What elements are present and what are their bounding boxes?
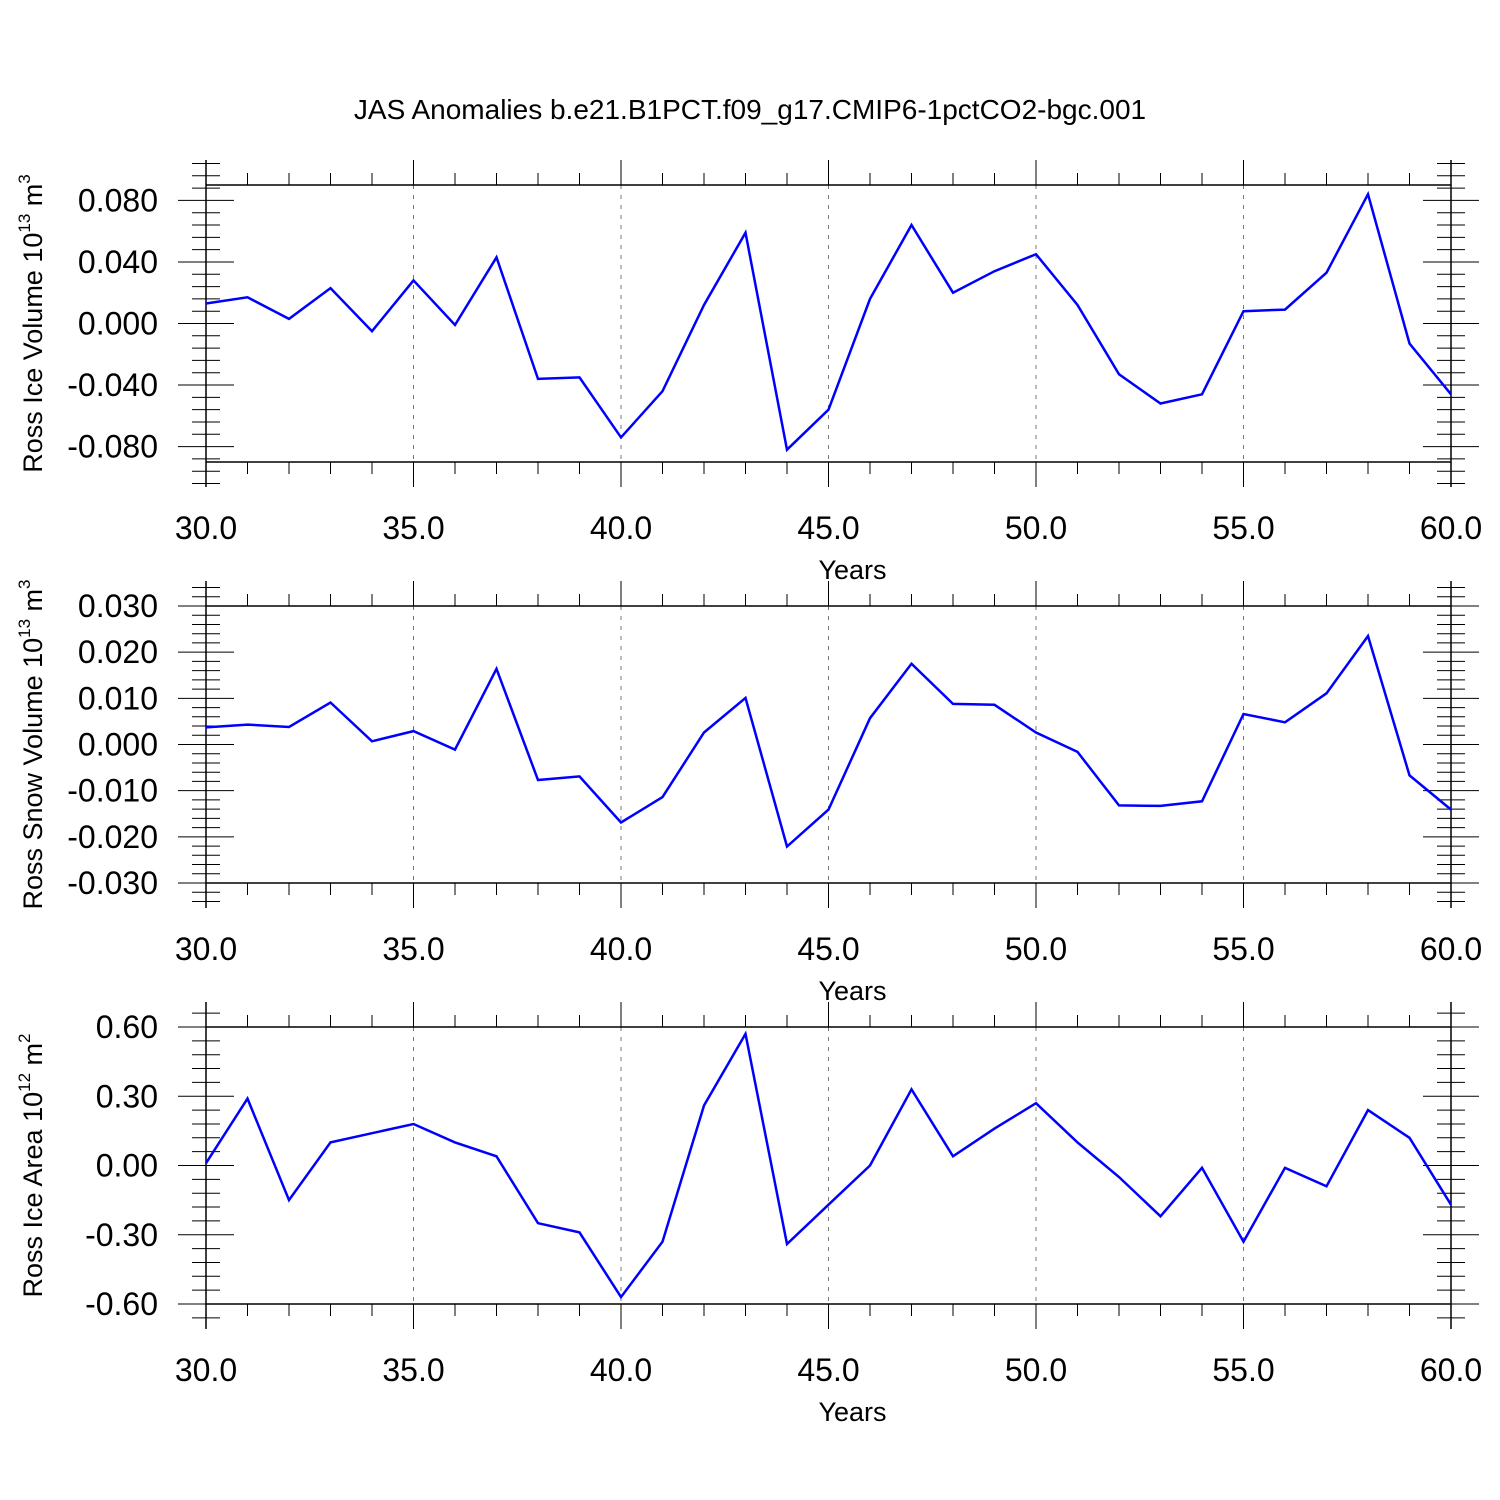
y-axis-title: Ross Ice Area 1012 m2 — [15, 1033, 48, 1297]
x-axis-title: Years — [818, 1397, 886, 1427]
x-tick-label: 45.0 — [797, 1352, 859, 1388]
x-tick-label: 50.0 — [1005, 1352, 1067, 1388]
x-tick-label: 55.0 — [1212, 1352, 1274, 1388]
y-tick-label: 0.30 — [96, 1078, 158, 1114]
x-tick-label: 35.0 — [382, 510, 444, 546]
chart-panel-2: -0.030 -0.020 -0.010 0.000 0.010 0.020 0.030 30… — [15, 579, 1482, 1006]
x-tick-label: 35.0 — [382, 1352, 444, 1388]
y-tick-label: 0.080 — [78, 182, 158, 218]
chart-panel-1: -0.080 -0.040 0.000 0.040 0.080 30.0 35.0 40.0 4… — [15, 160, 1482, 585]
series-line — [205, 633, 1452, 849]
y-tick-label: -0.080 — [67, 429, 158, 465]
y-tick-label: -0.030 — [67, 865, 158, 901]
series-line — [204, 1030, 1453, 1300]
y-tick-label: 0.030 — [78, 588, 158, 624]
y-tick-label: 0.000 — [78, 727, 158, 763]
x-tick-label: 40.0 — [590, 1352, 652, 1388]
x-tick-label: 30.0 — [175, 931, 237, 967]
y-axis-title: Ross Snow Volume 1013 m3 — [15, 579, 48, 909]
y-tick-label: 0.000 — [78, 306, 158, 342]
y-axis-title: Ross Ice Volume 1013 m3 — [15, 174, 48, 473]
y-tick-label: -0.020 — [67, 819, 158, 855]
x-tick-label: 40.0 — [590, 510, 652, 546]
x-tick-label: 60.0 — [1420, 1352, 1482, 1388]
y-tick-label: 0.60 — [96, 1009, 158, 1045]
y-tick-label: 0.040 — [78, 244, 158, 280]
y-tick-label: -0.60 — [85, 1286, 158, 1322]
series-line — [205, 190, 1452, 453]
chart-panel-3: -0.60 -0.30 0.00 0.30 0.60 30.0 35.0 40.0 45.0 50… — [15, 1002, 1482, 1427]
x-tick-label: 60.0 — [1420, 510, 1482, 546]
x-tick-label: 45.0 — [797, 510, 859, 546]
page-title: JAS Anomalies b.e21.B1PCT.f09_g17.CMIP6-… — [353, 94, 1147, 125]
x-tick-label: 50.0 — [1005, 931, 1067, 967]
x-tick-label: 60.0 — [1420, 931, 1482, 967]
x-tick-label: 55.0 — [1212, 931, 1274, 967]
y-tick-label: 0.020 — [78, 634, 158, 670]
x-tick-label: 30.0 — [175, 1352, 237, 1388]
y-tick-label: -0.040 — [67, 367, 158, 403]
y-tick-label: 0.00 — [96, 1148, 158, 1184]
x-tick-label: 35.0 — [382, 931, 444, 967]
x-tick-label: 50.0 — [1005, 510, 1067, 546]
y-tick-label: -0.010 — [67, 773, 158, 809]
x-tick-label: 45.0 — [797, 931, 859, 967]
x-axis-title: Years — [818, 555, 886, 585]
x-tick-label: 40.0 — [590, 931, 652, 967]
y-tick-label: -0.30 — [85, 1217, 158, 1253]
x-axis-title: Years — [818, 976, 886, 1006]
y-tick-label: 0.010 — [78, 680, 158, 716]
x-tick-label: 30.0 — [175, 510, 237, 546]
x-tick-label: 55.0 — [1212, 510, 1274, 546]
